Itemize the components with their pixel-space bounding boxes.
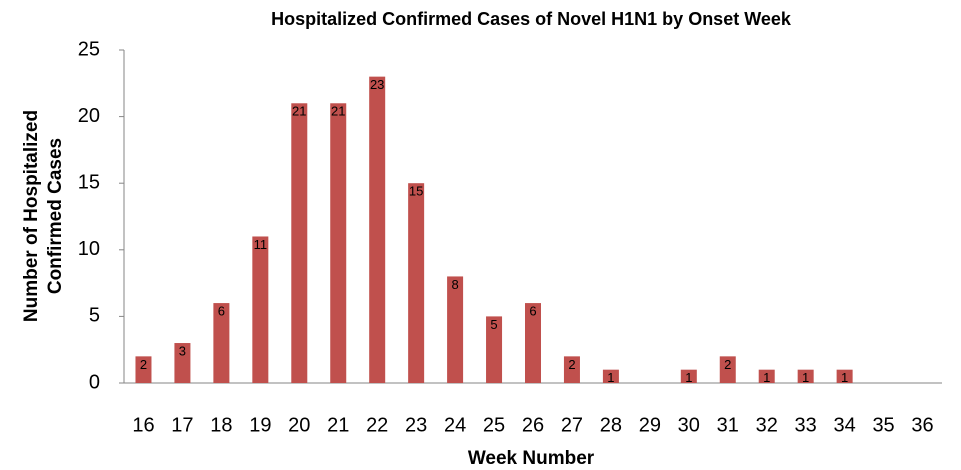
chart-title: Hospitalized Confirmed Cases of Novel H1…	[271, 9, 792, 29]
bar	[797, 369, 814, 383]
data-label: 3	[179, 343, 186, 358]
data-label: 23	[370, 77, 384, 92]
data-label: 2	[568, 357, 575, 372]
bar	[563, 356, 580, 383]
x-tick-label: 26	[522, 414, 544, 436]
y-tick-label: 25	[78, 38, 100, 60]
x-tick-label: 29	[639, 414, 661, 436]
bar	[447, 276, 464, 383]
x-tick-label: 34	[833, 414, 855, 436]
x-tick-label: 27	[561, 414, 583, 436]
bar	[602, 369, 619, 383]
bar	[486, 316, 503, 383]
data-label: 1	[607, 370, 614, 385]
bar	[135, 356, 152, 383]
bar	[174, 343, 191, 383]
bar	[330, 103, 347, 383]
data-label: 1	[763, 370, 770, 385]
x-tick-label: 18	[210, 414, 232, 436]
y-tick-label: 20	[78, 105, 100, 127]
data-label: 8	[451, 277, 458, 292]
data-label: 21	[292, 104, 306, 119]
y-tick-label: 5	[89, 305, 100, 327]
x-tick-label: 23	[405, 414, 427, 436]
y-axis-title: Confirmed Cases	[45, 138, 66, 294]
bar	[408, 183, 425, 383]
bar	[719, 356, 736, 383]
bar	[680, 369, 697, 383]
x-axis-title: Week Number	[468, 448, 595, 469]
data-label: 6	[218, 304, 225, 319]
x-tick-label: 20	[288, 414, 310, 436]
data-label: 1	[841, 370, 848, 385]
data-label: 1	[685, 370, 692, 385]
x-tick-label: 35	[872, 414, 894, 436]
bar	[836, 369, 853, 383]
y-tick-label: 15	[78, 171, 100, 193]
y-axis-title: Number of Hospitalized	[21, 110, 42, 322]
y-tick-label: 10	[78, 238, 100, 260]
x-tick-label: 28	[600, 414, 622, 436]
bar	[525, 303, 541, 383]
data-label: 15	[409, 184, 423, 199]
x-tick-label: 33	[795, 414, 817, 436]
x-tick-label: 32	[756, 414, 778, 436]
x-tick-label: 21	[327, 414, 349, 436]
data-label: 2	[724, 357, 731, 372]
x-tick-label: 36	[911, 414, 933, 436]
bar	[758, 369, 775, 383]
x-tick-label: 19	[249, 414, 271, 436]
x-tick-label: 25	[483, 414, 505, 436]
data-label: 5	[490, 317, 497, 332]
bar	[291, 103, 308, 383]
x-tick-label: 31	[717, 414, 739, 436]
y-tick-label: 0	[89, 371, 100, 393]
x-tick-label: 22	[366, 414, 388, 436]
data-label: 6	[529, 304, 536, 319]
data-label: 11	[254, 237, 268, 252]
bar	[252, 236, 269, 383]
bar	[369, 76, 386, 383]
data-label: 1	[802, 370, 809, 385]
x-tick-label: 24	[444, 414, 466, 436]
x-tick-label: 17	[171, 414, 193, 436]
data-label: 2	[140, 357, 147, 372]
x-tick-label: 30	[678, 414, 700, 436]
bar	[213, 303, 230, 383]
data-label: 21	[331, 104, 345, 119]
x-tick-label: 16	[132, 414, 154, 436]
